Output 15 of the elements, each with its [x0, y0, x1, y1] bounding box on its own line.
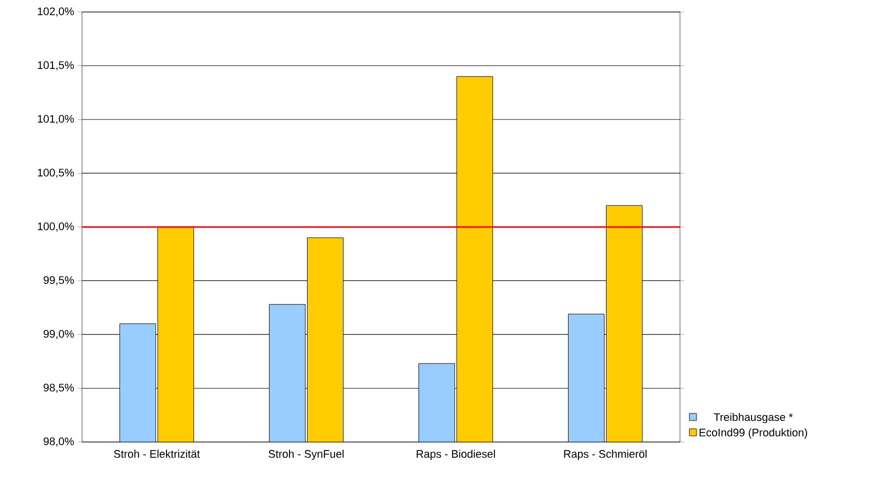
y-tick-label: 101,5% [38, 61, 74, 70]
y-tick-label: 98,5% [44, 384, 74, 393]
y-tick-label: 99,0% [44, 330, 74, 340]
legend-label: EcoInd99 (Produktion) [700, 428, 808, 439]
legend-label: Treibhausgase * [714, 412, 793, 424]
y-tick-label: 99,5% [44, 276, 74, 286]
x-tick-label: Raps - Biodiesel [416, 450, 495, 460]
y-tick-label: 102,0% [38, 7, 74, 17]
y-tick-label: 100,5% [38, 168, 74, 178]
y-tick-label: 98,0% [44, 437, 74, 447]
y-tick-label: 100,0% [38, 222, 74, 232]
x-tick-label: Stroh - Elektrizität [114, 450, 200, 458]
x-tick-label: Raps - Schmieröl [564, 450, 647, 460]
x-tick-label: Stroh - SynFuel [268, 450, 344, 460]
y-tick-label: 101,0% [38, 114, 74, 124]
